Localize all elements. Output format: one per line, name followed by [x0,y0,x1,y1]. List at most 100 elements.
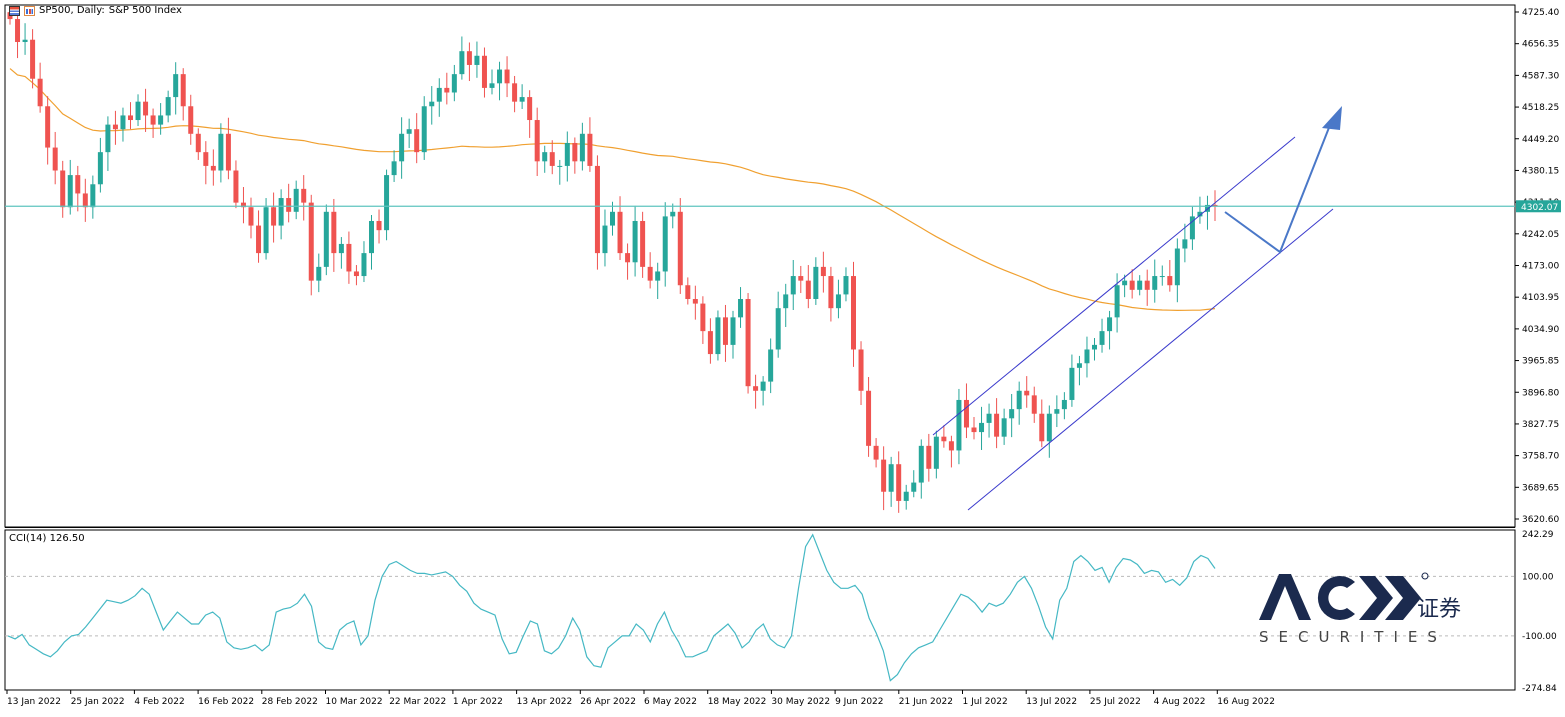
candle-body [1024,390,1030,396]
time-tick-label: 9 Jun 2022 [835,697,883,707]
acy-logo-mark [1259,572,1429,620]
candle-body [489,83,495,88]
price-tick-label: 3965.85 [1522,357,1559,367]
candle [112,110,118,145]
indicator-icon[interactable] [24,5,35,16]
candle-body [768,349,774,382]
candle-body [979,422,985,433]
candle [158,103,164,135]
candle [128,102,133,130]
price-tick-label: 3758.70 [1522,452,1559,462]
candle [527,90,533,138]
candle-body [1182,239,1188,249]
candle-body [534,120,540,162]
candle [45,96,51,165]
candle [353,265,359,286]
channel-lower [967,208,1334,511]
candle-body [15,19,21,43]
candle [384,169,390,241]
candle [655,262,661,300]
candle [926,433,932,482]
candle [594,155,600,270]
candle [979,406,985,450]
candle [700,296,706,344]
candle-body [60,170,66,208]
candle [798,265,804,294]
candle-body [30,39,36,79]
candle-body [459,51,465,75]
candle-body [1159,276,1165,278]
candle [888,456,894,507]
candle-body [557,165,563,167]
candle [1069,354,1075,407]
candle [173,62,179,115]
candle [67,159,73,215]
candle-body [308,202,314,281]
chart-title: SP500, Daily: S&P 500 Index [9,5,182,16]
candle-body [97,152,103,185]
price-tick-label: 4656.35 [1522,40,1559,50]
candle [75,165,81,212]
candle-body [406,129,412,134]
candle [1107,310,1113,350]
candle-body [414,129,420,153]
candle [180,68,186,121]
candle-body [994,413,1000,437]
candle-body [798,276,804,281]
candle-body [549,152,555,166]
acy-logo: 证券 SECURITIES [1259,572,1461,646]
candle-body [7,12,13,20]
candle-body [685,285,691,300]
candle-body [1092,344,1097,350]
candle-body [564,142,570,166]
candle [376,209,382,244]
candle-body [67,175,73,208]
candle-body [188,106,194,134]
candle [203,141,209,185]
candle-body [933,436,939,469]
cci-label: CCI(14) 126.50 [9,533,85,544]
candle-body [881,459,887,492]
candle [338,237,344,269]
candle-body [248,207,254,226]
candle-body [918,445,924,483]
time-tick-label: 13 Apr 2022 [517,697,573,707]
candle [738,287,744,328]
candle-body [391,161,397,176]
chart-type-icon[interactable] [9,5,20,16]
candle [1054,395,1060,428]
candle [1024,376,1030,408]
candle [218,123,224,183]
cci-line [7,533,1216,682]
candle [775,291,781,358]
candle [896,451,902,513]
candle [1152,259,1158,303]
candle [135,94,141,126]
candle-body [293,188,299,212]
candle [813,257,819,305]
candle [331,198,337,272]
candle-body [1122,280,1128,286]
candle [210,149,216,186]
candle [52,131,58,185]
candle [308,194,314,296]
moving-average [9,68,1216,312]
price-tick-label: 4103.95 [1522,293,1559,303]
candle [497,61,503,101]
candle [188,94,194,145]
candle-body [316,266,322,281]
candle-body [1107,317,1113,332]
candle-body [150,115,156,125]
candle [1009,393,1015,438]
candle [90,175,96,219]
candle [444,72,450,105]
candle [22,23,28,55]
candle [1204,195,1210,230]
candle [504,56,510,98]
candle-body [625,253,631,263]
time-tick-label: 16 Aug 2022 [1217,697,1275,707]
candle-body [399,133,405,162]
candle [1016,381,1022,425]
candle-body [692,299,698,304]
